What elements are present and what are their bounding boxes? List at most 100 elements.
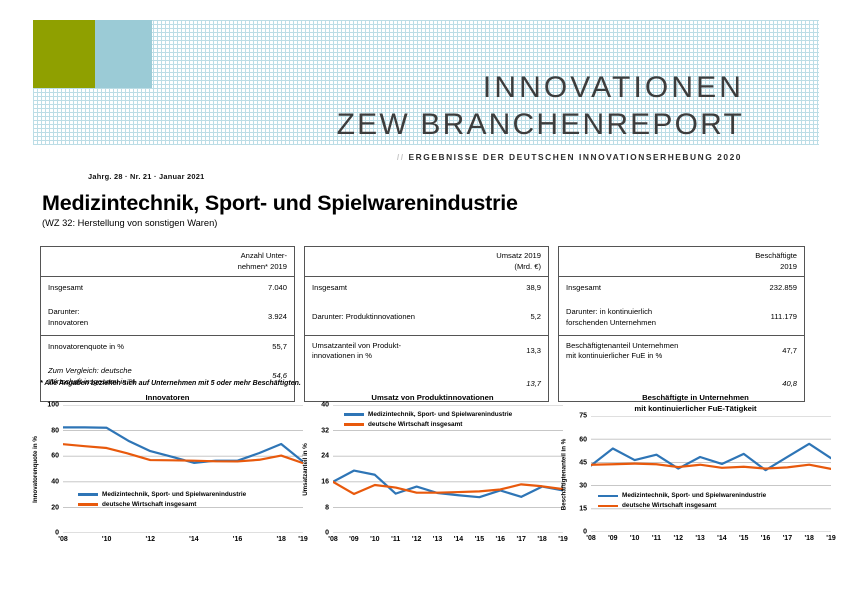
x-tick-label: '09	[349, 536, 359, 544]
x-tick-label: '16	[495, 536, 505, 544]
x-tick-label: '16	[232, 536, 243, 544]
legend-label: deutsche Wirtschaft insgesamt	[102, 501, 197, 509]
x-tick-label: '14	[717, 535, 727, 543]
row-label: Insgesamt	[312, 283, 348, 293]
row-label: Insgesamt	[566, 283, 602, 293]
row-value: 40,8	[782, 378, 797, 388]
x-tick-label: '18	[537, 536, 547, 544]
legend-swatch-icon	[598, 494, 618, 498]
table-row: Innovatorenquote in % 55,7	[41, 334, 294, 360]
row-label-line1: Darunter: in kontinuierlich	[566, 306, 653, 316]
y-tick-label: 0	[583, 528, 587, 536]
legend-item-branche: Medizintechnik, Sport- und Spielwarenind…	[598, 492, 766, 499]
y-tick-label: 60	[579, 436, 587, 443]
table-row: Insgesamt 38,9	[305, 277, 548, 301]
chart-title: Umsatz von Produktinnovationen	[300, 392, 565, 403]
row-value: 13,3	[526, 345, 541, 355]
page-subtitle: (WZ 32: Herstellung von sonstigen Waren)	[42, 218, 218, 228]
x-tick-label: '12	[411, 536, 422, 544]
x-tick-label: '17	[782, 535, 793, 543]
table-row: Zum Vergleich: deutsche Wirtschaft insge…	[41, 360, 294, 394]
x-tick-label: '19	[826, 535, 836, 543]
row-label: Zum Vergleich: deutsche Wirtschaft insge…	[48, 366, 141, 387]
chart-title-line1: Beschäftigte in Unternehmen	[642, 393, 749, 402]
row-value: 232.859	[769, 283, 797, 293]
y-tick-label: 32	[321, 427, 329, 435]
chart-legend: Medizintechnik, Sport- und Spielwarenind…	[344, 411, 512, 431]
chart-beschaeftigte-fue: Beschäftigte in Unternehmen mit kontinui…	[558, 392, 836, 582]
chart-y-axis-label: Umsatzanteil in %	[302, 442, 310, 496]
table-header-line2: (Mrd. €)	[514, 261, 541, 271]
x-tick-label: '12	[673, 535, 683, 543]
legend-item-branche: Medizintechnik, Sport- und Spielwarenind…	[344, 411, 512, 418]
row-label-line2: mit kontinuierlicher FuE in %	[566, 351, 663, 361]
chart-plot-area: Umsatzanteil in % 0 8 16 24 32 40 '08 '09 '10 '1…	[300, 402, 568, 565]
page-header: INNOVATIONEN ZEW BRANCHENREPORT // ERGEB…	[0, 0, 842, 162]
chart-canvas	[63, 405, 303, 534]
x-tick-label: '08	[586, 535, 596, 543]
y-tick-label: 15	[579, 505, 587, 513]
table-row: Darunter: Innovatoren 3.924	[41, 301, 294, 335]
legend-item-gesamt: deutsche Wirtschaft insgesamt	[344, 421, 512, 428]
row-value: 47,7	[782, 345, 797, 355]
chart-legend: Medizintechnik, Sport- und Spielwarenind…	[78, 491, 246, 511]
chart-title: Beschäftigte in Unternehmen mit kontinui…	[558, 392, 833, 414]
y-tick-label: 80	[51, 427, 59, 435]
chart-canvas	[333, 405, 563, 534]
table-row: Umsatzanteil von Produkt- innovationen i…	[305, 334, 548, 367]
legend-item-gesamt: deutsche Wirtschaft insgesamt	[598, 502, 766, 509]
table-header: Umsatz 2019 (Mrd. €)	[305, 247, 548, 277]
table-header-line1: Anzahl Unter-	[240, 251, 287, 260]
table-row: Beschäftigtenanteil Unternehmen mit kont…	[559, 334, 804, 367]
legend-swatch-icon	[344, 423, 364, 426]
legend-swatch-icon	[78, 493, 98, 496]
x-tick-label: '17	[516, 536, 526, 544]
x-tick-label: '18	[804, 535, 814, 543]
legend-label: Medizintechnik, Sport- und Spielwarenind…	[102, 491, 247, 499]
table-row: Insgesamt 232.859	[559, 277, 804, 301]
legend-swatch-icon	[344, 413, 364, 416]
logo-green-block	[33, 20, 95, 88]
y-tick-label: 75	[579, 412, 587, 420]
logo-blue-block	[95, 20, 152, 88]
subtitle-slashes: //	[396, 152, 405, 162]
y-tick-label: 16	[321, 478, 329, 486]
y-tick-label: 8	[325, 504, 329, 512]
table-header: Beschäftigte 2019	[559, 247, 804, 277]
x-tick-label: '11	[651, 535, 661, 543]
row-label-line2: Innovatoren	[48, 317, 89, 327]
table-header-line1: Beschäftigte	[755, 251, 797, 260]
x-tick-label: '10	[101, 536, 112, 544]
row-label: Umsatzanteil von Produkt- innovationen i…	[312, 341, 407, 362]
row-label-line1: Umsatzanteil von Produkt-	[312, 340, 402, 350]
chart-x-ticks: '08 '09 '10 '11 '12 '13 '14 '15 '16 '17 '18 '19	[328, 536, 567, 550]
x-tick-label: '10	[370, 536, 380, 544]
row-value: 7.040	[267, 283, 287, 293]
chart-x-ticks: '08 '10 '12 '14 '16 '18 '19	[58, 536, 307, 550]
chart-plot-area: Beschäftigtenanteil in % 0 15 30 45 60 75 '08…	[558, 412, 836, 564]
y-tick-label: 0	[55, 529, 59, 537]
x-tick-label: '18	[276, 536, 286, 544]
x-tick-label: '13	[695, 535, 705, 543]
table-row: Darunter: in kontinuierlich forschenden …	[559, 301, 804, 335]
x-tick-label: '19	[298, 536, 308, 544]
y-tick-label: 20	[51, 504, 59, 512]
chart-title-line2: mit kontinuierlicher FuE-Tätigkeit	[634, 404, 757, 414]
chart-title-line1: Innovatoren	[145, 393, 190, 402]
y-tick-label: 24	[321, 452, 329, 460]
chart-umsatz-produktinnovationen: Umsatz von Produktinnovationen Umsatzant…	[300, 392, 568, 582]
row-value: 111.179	[770, 312, 797, 322]
x-tick-label: '11	[391, 536, 401, 544]
table-header-line2: nehmen* 2019	[237, 261, 287, 271]
x-tick-label: '09	[608, 535, 618, 543]
table-anzahl-unternehmen: Anzahl Unter- nehmen* 2019 Insgesamt 7.0…	[40, 246, 295, 402]
x-tick-label: '14	[189, 536, 199, 544]
chart-y-axis-label: Innovatorenquote in %	[32, 435, 40, 503]
legend-item-branche: Medizintechnik, Sport- und Spielwarenind…	[78, 491, 246, 498]
y-tick-label: 60	[51, 452, 59, 460]
chart-title: Innovatoren	[30, 392, 305, 403]
chart-y-ticks: 0 15 30 45 60 75	[569, 412, 589, 536]
row-value: 13,7	[526, 378, 541, 388]
x-tick-label: '13	[432, 536, 443, 544]
row-label-line1: Zum Vergleich: deutsche	[48, 365, 132, 375]
